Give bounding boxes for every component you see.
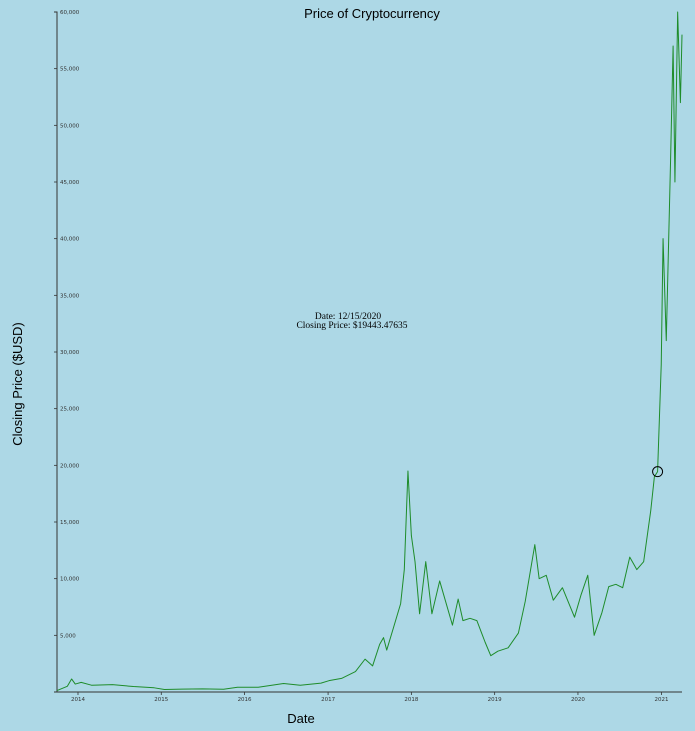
y-tick-label: 20,000: [60, 463, 80, 469]
y-tick-label: 45,000: [60, 180, 80, 186]
highlight-point[interactable]: [652, 466, 664, 478]
y-tick-label: 15,000: [60, 520, 80, 526]
price-line: [56, 11, 683, 691]
y-axis: 5,000 10,000 15,000 20,000 25,000 30,000 35,00…: [54, 10, 80, 693]
x-axis-label: Date: [287, 711, 314, 726]
y-tick-label: 5,000: [60, 633, 76, 639]
y-tick-label: 40,000: [60, 237, 80, 243]
x-axis: 2014 2015 2016 2017 2018 2019 2020 2021: [57, 691, 682, 703]
y-tick-label: 35,000: [60, 293, 80, 299]
chart-title: Price of Cryptocurrency: [304, 6, 440, 21]
tooltip: Date: 12/15/2020 Closing Price: $19443.4…: [296, 312, 407, 331]
y-tick-label: 30,000: [60, 350, 80, 356]
tooltip-date: Date: 12/15/2020: [315, 312, 381, 322]
y-tick-label: 60,000: [60, 10, 80, 16]
y-axis-label: Closing Price ($USD): [10, 322, 25, 446]
x-tick-label: 2018: [404, 697, 418, 703]
y-tick-label: 25,000: [60, 407, 80, 413]
tooltip-price: Closing Price: $19443.47635: [296, 320, 407, 331]
x-tick-label: 2017: [321, 697, 335, 703]
x-tick-label: 2015: [154, 697, 168, 703]
x-tick-label: 2014: [71, 697, 85, 703]
y-tick-label: 50,000: [60, 123, 80, 129]
y-tick-label: 55,000: [60, 67, 80, 73]
x-tick-label: 2019: [488, 697, 502, 703]
y-tick-label: 10,000: [60, 577, 80, 583]
x-tick-label: 2021: [654, 697, 668, 703]
x-tick-label: 2016: [238, 697, 252, 703]
plot-area: [56, 11, 683, 691]
x-tick-label: 2020: [571, 697, 585, 703]
